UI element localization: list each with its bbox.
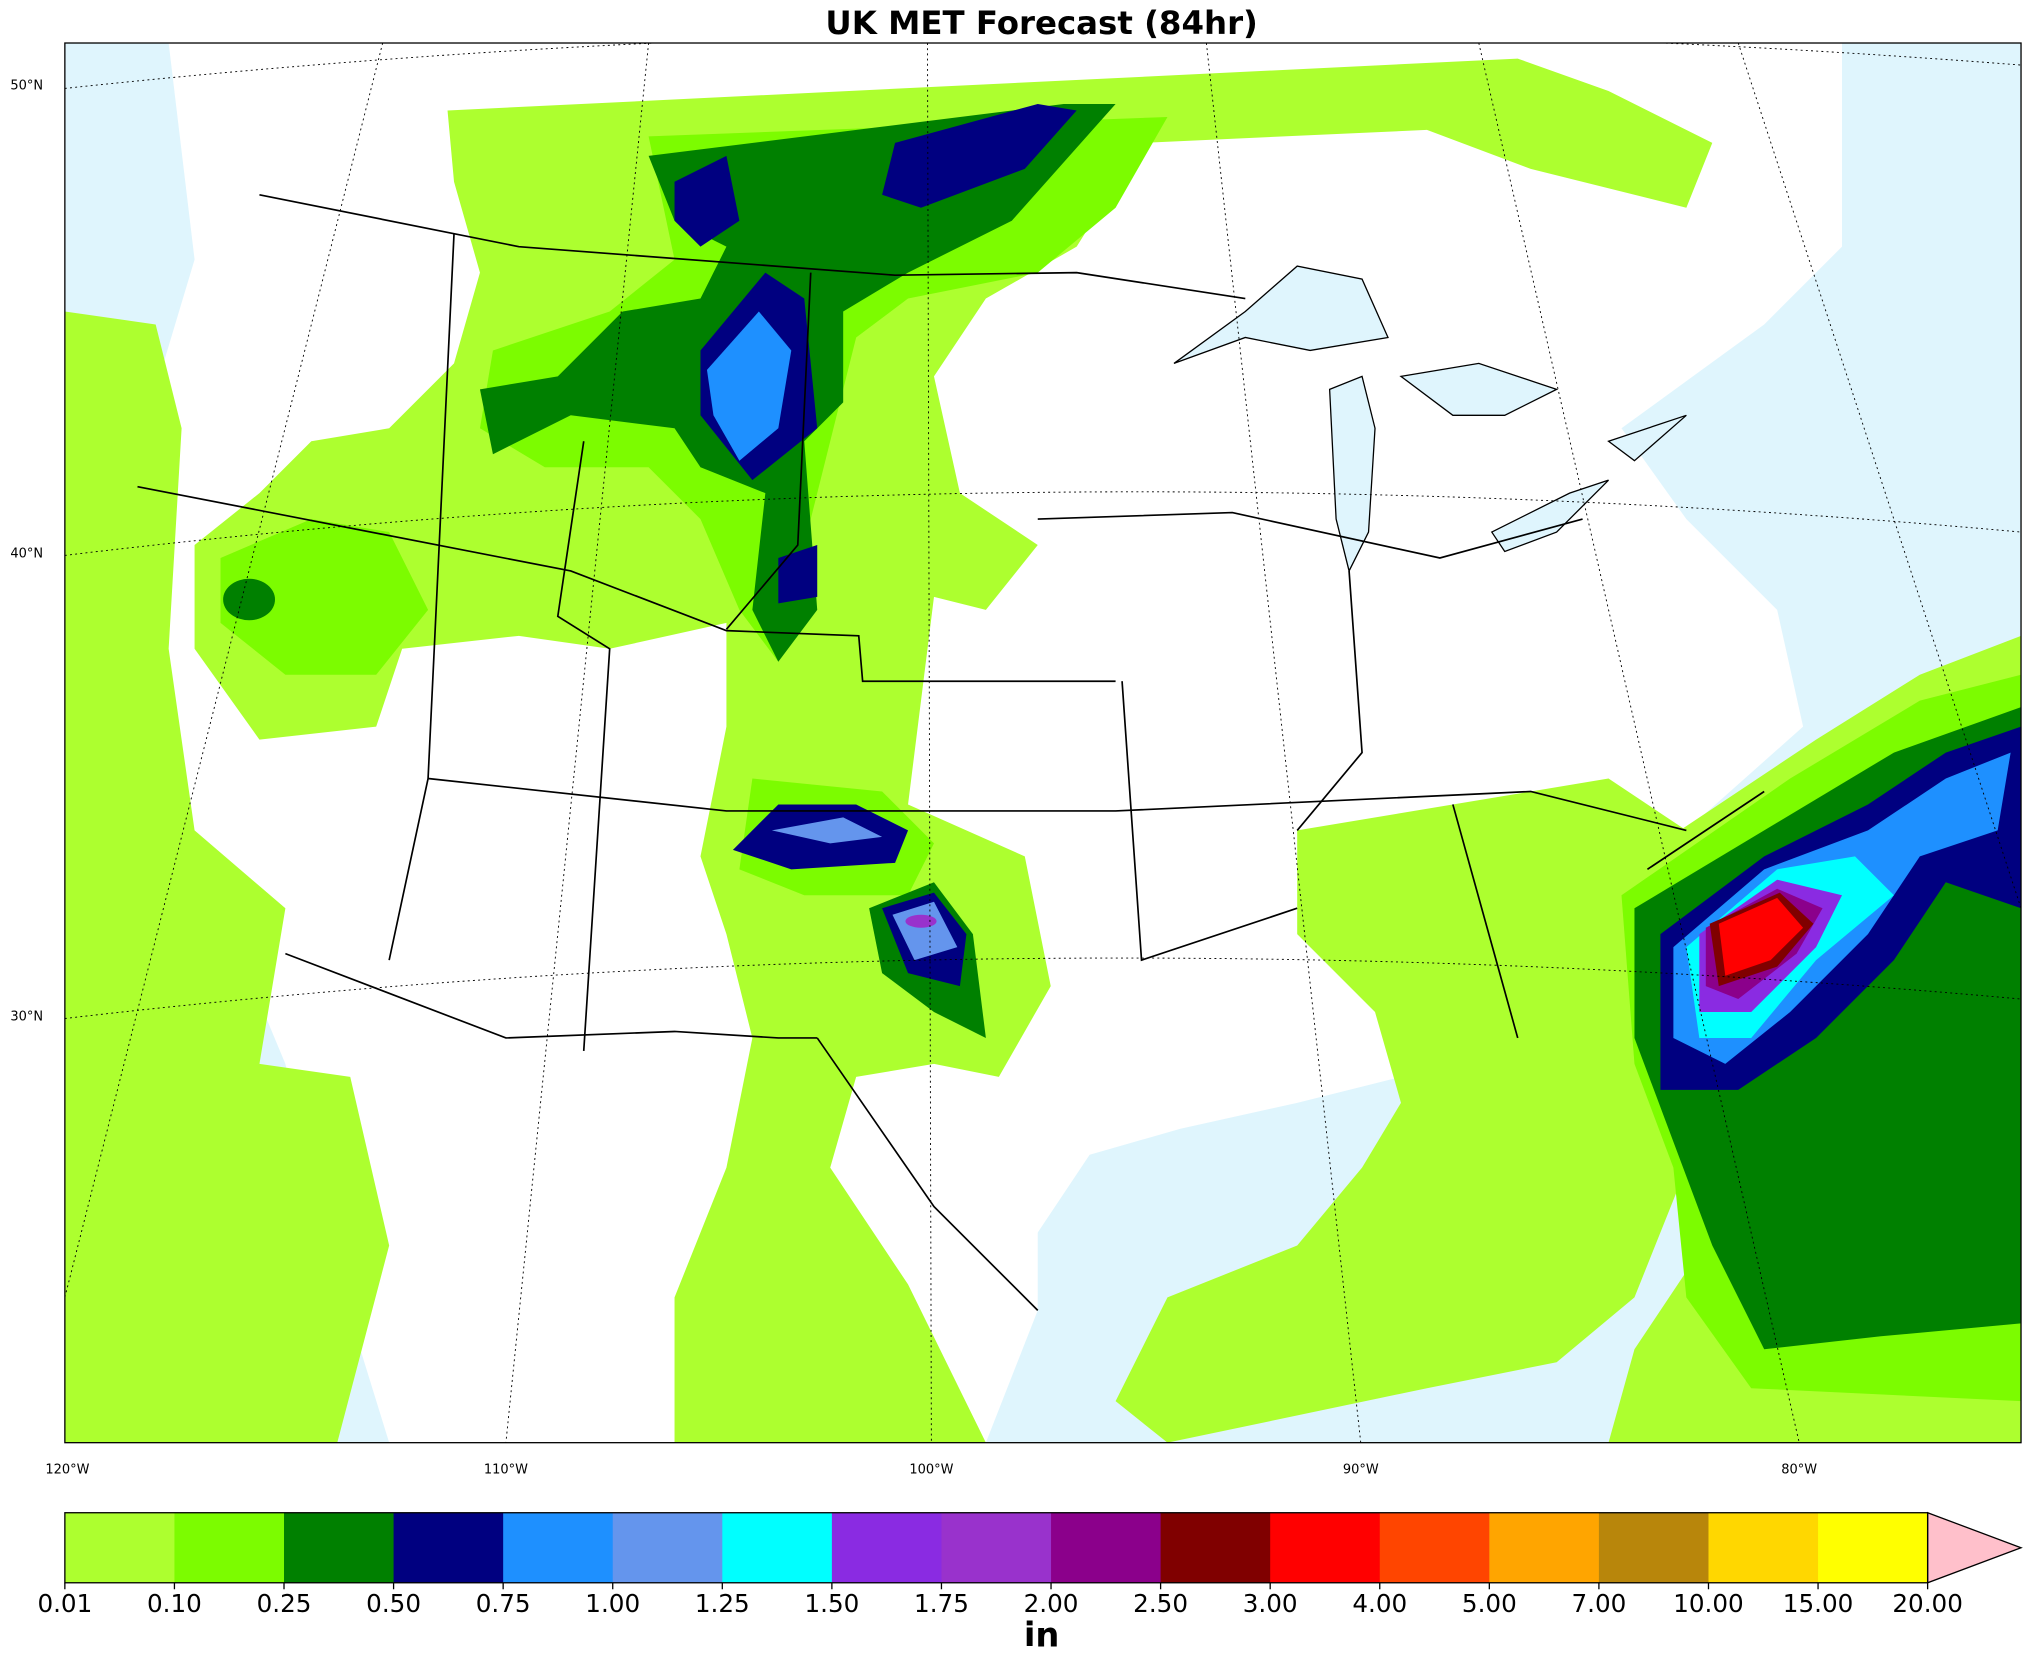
colorbar-tick-label: 2.50: [1133, 1589, 1188, 1618]
colorbar-tick-label: 1.75: [914, 1589, 969, 1618]
colorbar-swatch: [1489, 1512, 1600, 1583]
colorbar-swatch: [722, 1512, 833, 1583]
colorbar-tick-label: 0.01: [37, 1589, 92, 1618]
colorbar-tick-label: 0.50: [366, 1589, 421, 1618]
colorbar-swatch: [64, 1512, 176, 1583]
colorbar-swatch: [174, 1512, 285, 1583]
graticule: [64, 43, 2022, 1443]
colorbar-swatch: [1160, 1512, 1271, 1583]
colorbar-tick-label: 1.00: [585, 1589, 640, 1618]
map-title: UK MET Forecast (84hr): [825, 4, 1257, 42]
colorbar-swatch: [284, 1512, 395, 1583]
colorbar-tick-label: 1.25: [695, 1589, 750, 1618]
longitude-label: 90°W: [1343, 1462, 1379, 1477]
latitude-label: 30°N: [10, 1010, 43, 1025]
colorbar-tick-label: 0.10: [147, 1589, 202, 1618]
longitude-label: 80°W: [1781, 1462, 1817, 1477]
colorbar-swatch: [1379, 1512, 1490, 1583]
latitude-labels: 50°N 40°N 30°N: [10, 78, 43, 1024]
map: [64, 42, 2022, 1444]
colorbar-tick-label: 5.00: [1462, 1589, 1517, 1618]
latitude-label: 50°N: [10, 78, 43, 93]
great-lakes: [1173, 265, 1687, 573]
colorbar-swatch: [941, 1512, 1052, 1583]
boundaries: [137, 193, 1765, 1311]
colorbar-swatch: [1270, 1512, 1381, 1583]
colorbar-swatch: [1598, 1512, 1710, 1583]
colorbar-tick-label: 7.00: [1571, 1589, 1626, 1618]
colorbar-tick-label: 10.00: [1673, 1589, 1744, 1618]
colorbar-tick-label: 3.00: [1243, 1589, 1298, 1618]
longitude-label: 100°W: [909, 1462, 953, 1477]
precipitation: [64, 58, 2022, 1443]
colorbar: 0.01 0.10 0.25 0.50 0.75 1.00 1.25 1.50 1.75 2.00…: [37, 1511, 2023, 1618]
longitude-label: 120°W: [45, 1462, 89, 1477]
colorbar-swatch: [393, 1512, 504, 1583]
colorbar-label: in: [1024, 1616, 1060, 1655]
colorbar-swatch: [1708, 1512, 1819, 1583]
colorbar-tick-label: 4.00: [1352, 1589, 1407, 1618]
longitude-label: 110°W: [484, 1462, 528, 1477]
colorbar-swatch: [1818, 1512, 1929, 1583]
latitude-label: 40°N: [10, 547, 43, 562]
colorbar-tick-label: 2.00: [1024, 1589, 1079, 1618]
colorbar-tick-label: 0.25: [257, 1589, 312, 1618]
longitude-labels: 120°W 110°W 100°W 90°W 80°W: [45, 1462, 1817, 1477]
colorbar-swatch: [1051, 1512, 1162, 1583]
colorbar-tick-label: 0.75: [476, 1589, 531, 1618]
colorbar-tick-label: 1.50: [804, 1589, 859, 1618]
colorbar-swatch: [612, 1512, 723, 1583]
colorbar-tick-label: 15.00: [1783, 1589, 1854, 1618]
colorbar-tick-label: 20.00: [1892, 1589, 1963, 1618]
map-frame: [64, 42, 2022, 1444]
colorbar-swatch: [503, 1512, 614, 1583]
colorbar-swatch: [831, 1512, 943, 1583]
colorbar-frame: [64, 1512, 1929, 1584]
